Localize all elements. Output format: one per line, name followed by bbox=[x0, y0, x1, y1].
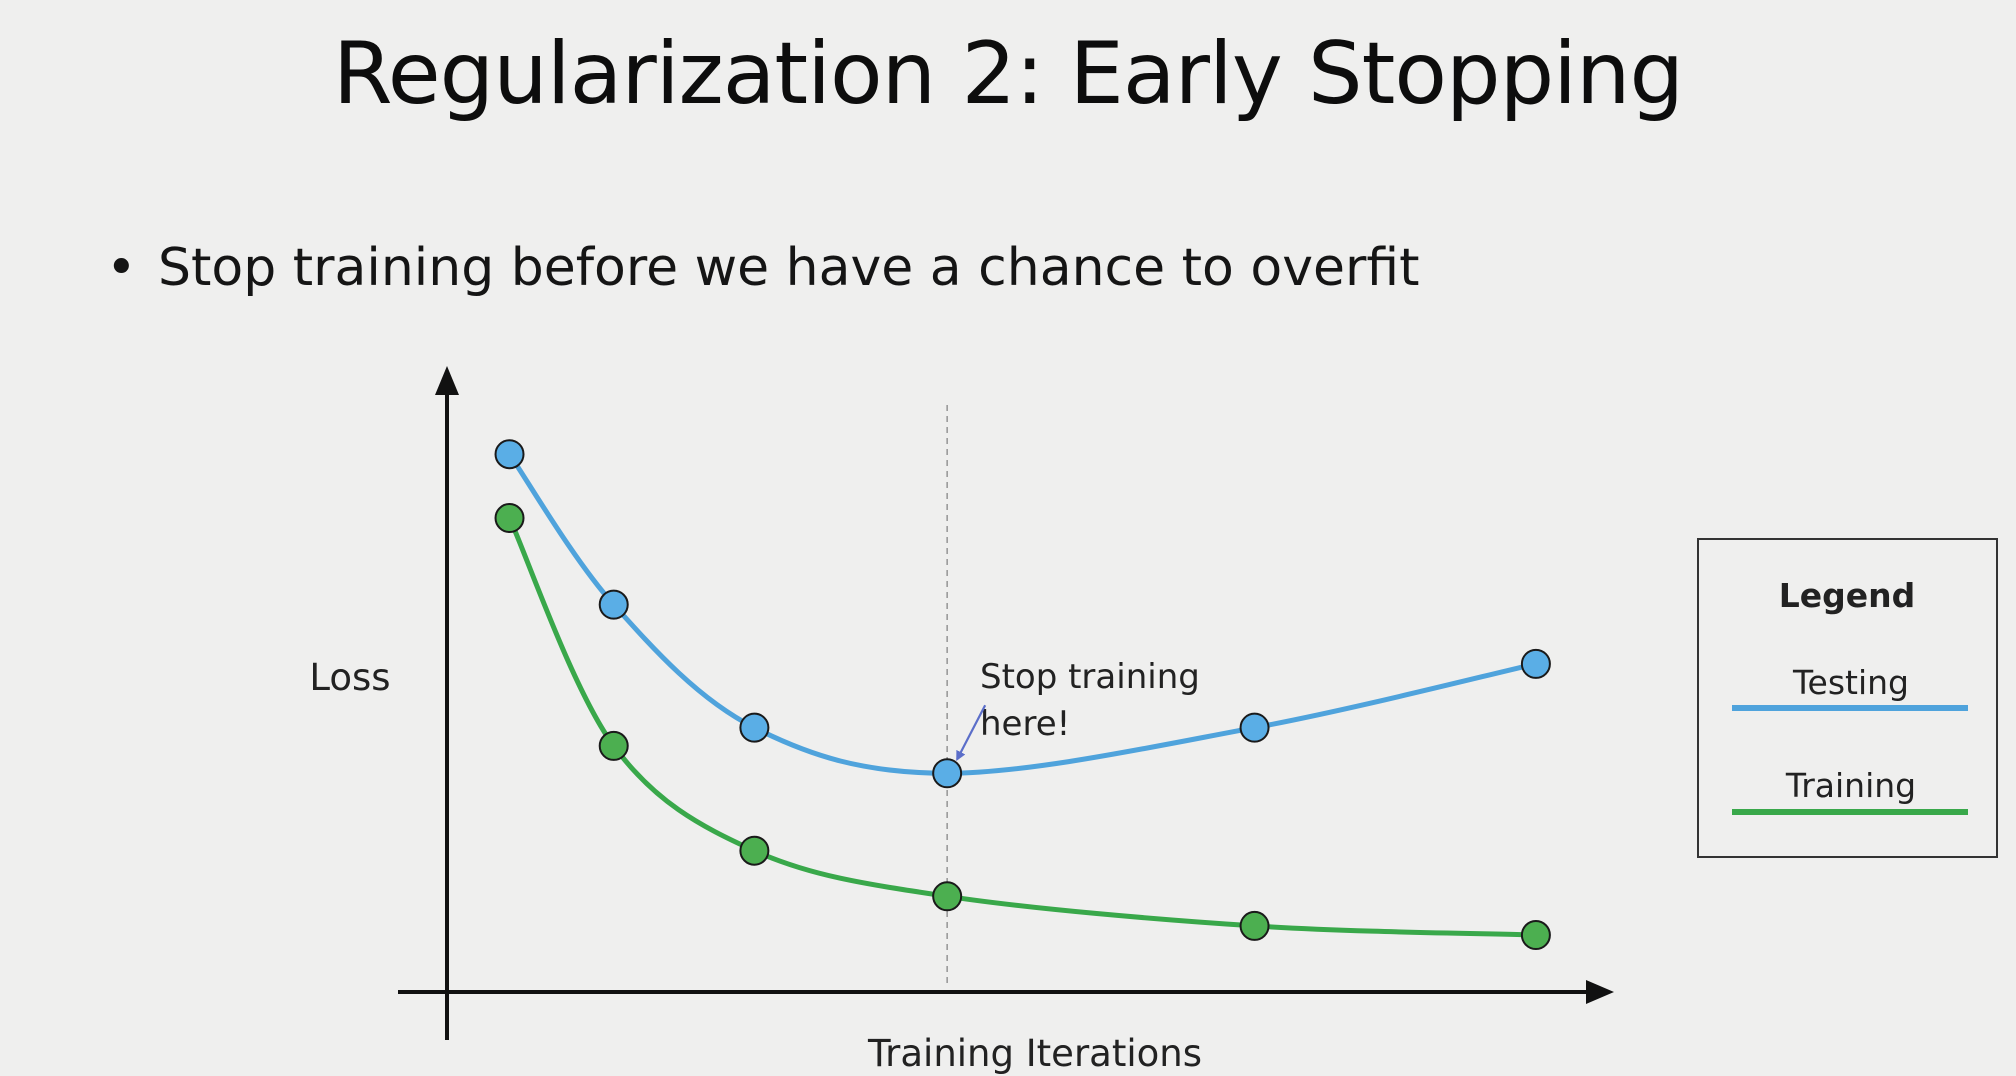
annotation-line-2: here! bbox=[980, 704, 1070, 744]
legend-label-training: Training bbox=[1785, 766, 1916, 805]
training-curve bbox=[507, 517, 1536, 938]
bullet-point: • Stop training before we have a chance t… bbox=[106, 238, 1419, 298]
legend-title: Legend bbox=[1779, 576, 1916, 615]
training-point-3 bbox=[739, 835, 770, 866]
training-point-1 bbox=[494, 503, 525, 534]
y-axis-label: Loss bbox=[309, 656, 390, 699]
testing-point-3 bbox=[739, 712, 770, 743]
annotation-line-1: Stop training bbox=[980, 657, 1200, 697]
annotation-arrow bbox=[956, 704, 987, 762]
training-point-2 bbox=[598, 730, 629, 761]
training-point-6 bbox=[1520, 920, 1551, 951]
testing-point-1 bbox=[494, 439, 525, 470]
x-axis-label: Training Iterations bbox=[867, 1032, 1202, 1075]
testing-point-6 bbox=[1520, 648, 1551, 679]
testing-point-5 bbox=[1239, 712, 1270, 743]
training-point-5 bbox=[1239, 910, 1270, 941]
legend-box bbox=[1697, 538, 1998, 858]
legend: Legend Testing Training bbox=[1697, 538, 1998, 858]
bullet-marker: • bbox=[106, 238, 137, 298]
slide-title: Regularization 2: Early Stopping bbox=[332, 24, 1684, 124]
testing-point-4 bbox=[932, 758, 963, 789]
bullet-text: Stop training before we have a chance to… bbox=[158, 238, 1420, 298]
testing-point-2 bbox=[598, 589, 629, 620]
training-point-4 bbox=[932, 881, 963, 912]
y-axis-arrowhead bbox=[435, 366, 459, 395]
x-axis-arrowhead bbox=[1586, 980, 1614, 1004]
legend-label-testing: Testing bbox=[1792, 663, 1909, 702]
